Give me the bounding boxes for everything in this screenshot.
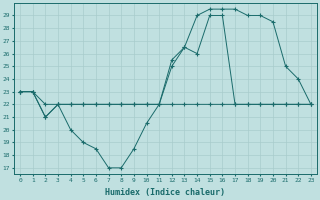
X-axis label: Humidex (Indice chaleur): Humidex (Indice chaleur) bbox=[106, 188, 226, 197]
